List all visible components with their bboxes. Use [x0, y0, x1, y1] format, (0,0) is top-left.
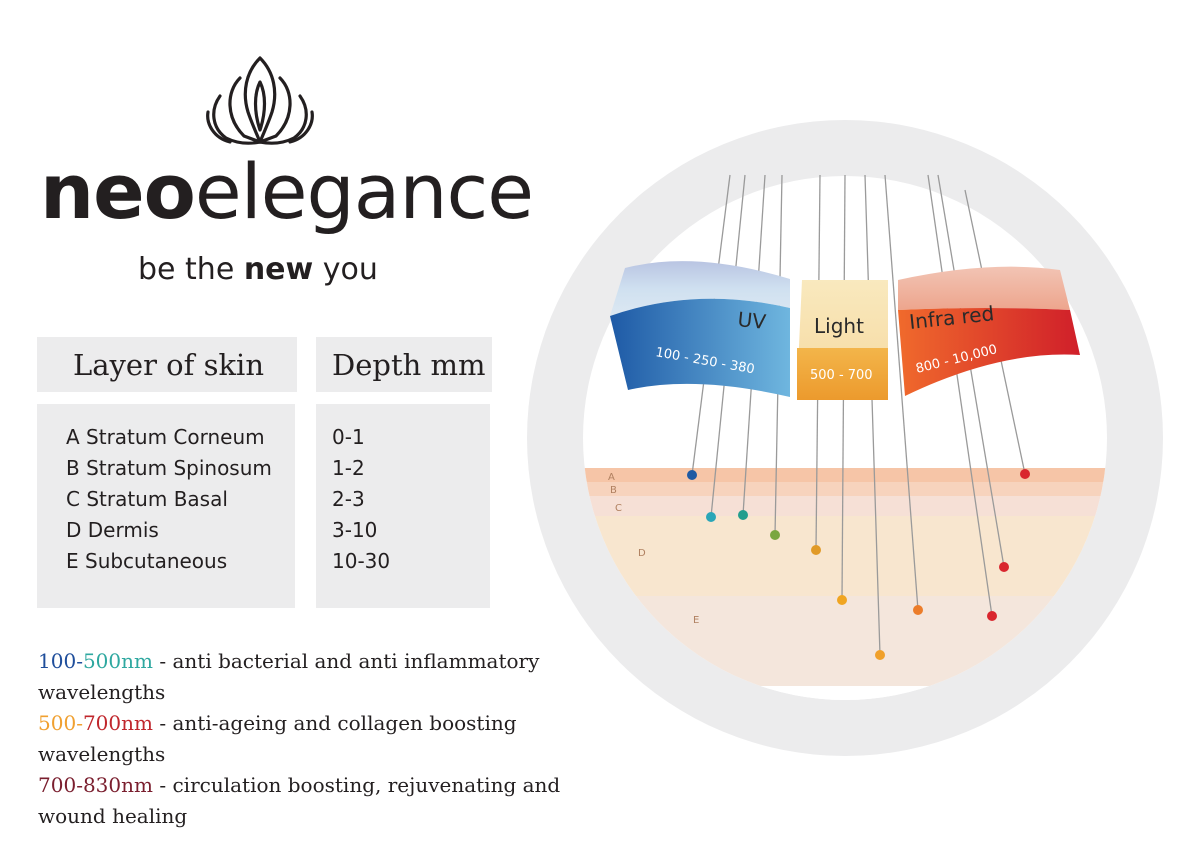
note-light: 500-700nm - anti-ageing and collagen boo…	[38, 708, 598, 770]
layer-letter-a: A	[608, 472, 615, 483]
tagline-post: you	[313, 252, 378, 287]
note-text: - circulation boosting, rejuvenating and…	[38, 773, 561, 828]
penetration-dot	[837, 595, 847, 605]
header-depth-label: Depth mm	[332, 347, 486, 382]
depth-row: 10-30	[332, 549, 391, 573]
infrared-band-bottom	[898, 308, 1080, 396]
light-ray	[864, 174, 881, 656]
layer-list: A Stratum Corneum B Stratum Spinosum C S…	[66, 422, 272, 577]
brand-name: neoelegance	[40, 147, 534, 236]
note-range-dash: -	[76, 649, 83, 673]
penetration-dot	[1020, 469, 1030, 479]
note-unit: nm	[121, 649, 153, 673]
note-text: - anti bacterial and anti inflammatory w…	[38, 649, 540, 704]
layer-a-band	[583, 468, 1107, 482]
uv-band-top	[610, 261, 790, 316]
penetration-dot	[999, 562, 1009, 572]
penetration-dot	[687, 470, 697, 480]
light-band-bottom	[797, 348, 888, 400]
light-label: Light	[814, 314, 864, 338]
light-ray	[927, 174, 993, 617]
light-ray	[937, 174, 1005, 568]
layer-row: C Stratum Basal	[66, 487, 228, 511]
penetration-dot	[770, 530, 780, 540]
layer-row: A Stratum Corneum	[66, 425, 265, 449]
note-uv: 100-500nm - anti bacterial and anti infl…	[38, 646, 598, 708]
header-layer-label: Layer of skin	[73, 347, 264, 382]
depth-row: 3-10	[332, 518, 378, 542]
penetration-points	[687, 469, 1030, 660]
note-range-start: 100	[38, 649, 77, 673]
layer-row: D Dermis	[66, 518, 159, 542]
layer-b-band	[583, 482, 1107, 496]
note-range-start: 500	[38, 711, 77, 735]
layer-d-band	[583, 516, 1107, 596]
header-layer-of-skin: Layer of skin	[37, 337, 297, 392]
note-text: - anti-ageing and collagen boosting wave…	[38, 711, 517, 766]
note-range-end: 500	[82, 649, 122, 673]
layer-row: E Subcutaneous	[66, 549, 228, 573]
tagline-bold: new	[243, 252, 314, 287]
note-range-end: 830	[82, 773, 122, 797]
penetration-dot	[738, 510, 748, 520]
note-unit: nm	[121, 773, 153, 797]
skin-penetration-diagram: A B C D E UV Light Infra red 100 - 250 -…	[527, 120, 1163, 756]
note-range-dash: -	[76, 773, 83, 797]
note-range-dash: -	[76, 711, 83, 735]
penetration-dot	[987, 611, 997, 621]
depth-row: 0-1	[332, 425, 365, 449]
wavelength-notes: 100-500nm - anti bacterial and anti infl…	[38, 646, 598, 832]
brand-name-bold: neo	[40, 147, 196, 236]
layer-letter-d: D	[638, 548, 646, 559]
note-range-end: 700	[82, 711, 122, 735]
note-infrared: 700-830nm - circulation boosting, rejuve…	[38, 770, 598, 832]
tagline-pre: be the	[138, 252, 244, 287]
depth-column-box	[316, 404, 490, 608]
uv-band-bottom	[610, 298, 790, 397]
uv-label: UV	[736, 307, 767, 334]
brand-name-light: elegance	[194, 147, 534, 236]
layer-letter-e: E	[693, 615, 699, 626]
note-range-start: 700	[38, 773, 77, 797]
light-range-label: 500 - 700	[810, 368, 873, 383]
tagline: be the new you	[138, 252, 378, 287]
layer-row: B Stratum Spinosum	[66, 456, 272, 480]
lotus-icon	[206, 56, 314, 145]
infrared-band-top	[898, 266, 1070, 310]
note-unit: nm	[121, 711, 153, 735]
layer-column-box	[37, 404, 295, 608]
penetration-dot	[706, 512, 716, 522]
header-depth-mm: Depth mm	[316, 337, 492, 392]
layer-c-band	[583, 496, 1107, 516]
light-ray	[884, 174, 919, 611]
penetration-dot	[913, 605, 923, 615]
depth-row: 2-3	[332, 487, 365, 511]
penetration-dot	[811, 545, 821, 555]
depth-row: 1-2	[332, 456, 365, 480]
penetration-dot	[875, 650, 885, 660]
layer-letter-c: C	[615, 503, 622, 514]
layer-letter-b: B	[610, 485, 617, 496]
depth-list: 0-1 1-2 2-3 3-10 10-30	[332, 422, 390, 577]
